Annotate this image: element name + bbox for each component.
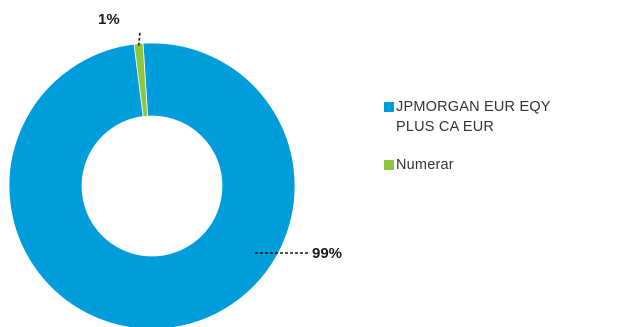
leader-line-numerar	[137, 31, 141, 46]
legend-label-jpmorgan-line-1: JPMORGAN EUR EQY	[396, 99, 551, 115]
data-label-jpmorgan: 99%	[312, 245, 342, 262]
slice-numerar	[133, 42, 149, 117]
legend-label-jpmorgan-line-2: PLUS CA EUR	[396, 119, 495, 135]
slice-jpmorgan	[8, 42, 296, 327]
legend-label-numerar: Numerar	[396, 157, 454, 173]
legend-swatch-numerar	[384, 160, 394, 170]
chart-leader-lines	[137, 31, 308, 254]
legend-item-numerar: Numerar	[384, 155, 614, 175]
legend-swatch-jpmorgan	[384, 102, 394, 112]
chart-legend: JPMORGAN EUR EQY PLUS CA EUR Numerar	[384, 97, 614, 175]
chart-slices	[8, 42, 296, 327]
data-label-numerar: 1%	[98, 11, 120, 28]
legend-item-jpmorgan: JPMORGAN EUR EQY PLUS CA EUR	[384, 97, 614, 137]
